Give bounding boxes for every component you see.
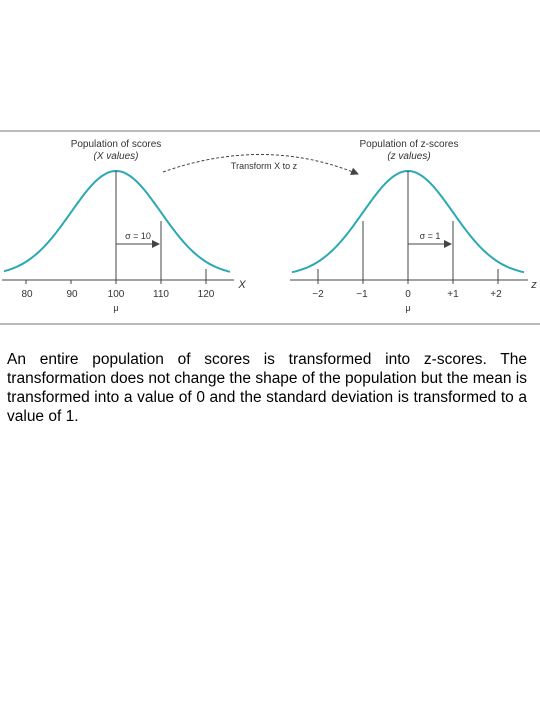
- left-tick-label-110: 110: [153, 289, 169, 300]
- left-title-line1: Population of scores: [71, 139, 162, 150]
- z-score-figure: Population of scores (X values) σ = 10 8…: [0, 0, 540, 340]
- left-tick-marks: [25, 280, 207, 284]
- transform-arrow: Transform X to z: [162, 154, 359, 176]
- right-sigma-label: σ = 1: [420, 231, 441, 241]
- left-axis-variable: X: [237, 279, 246, 291]
- right-title-line2: (z values): [387, 151, 430, 162]
- left-tick-label-100: 100: [108, 289, 125, 300]
- left-tick-label-80: 80: [21, 289, 33, 300]
- figure-canvas: Population of scores (X values) σ = 10 8…: [0, 130, 540, 325]
- right-tick-label-minus1: −1: [356, 289, 368, 300]
- right-tick-label-minus2: −2: [312, 289, 324, 300]
- right-tick-label-0: 0: [405, 289, 411, 300]
- left-tick-label-120: 120: [198, 289, 215, 300]
- left-title-line2: (X values): [93, 151, 138, 162]
- transform-arrow-line: [162, 154, 359, 176]
- left-tick-label-90: 90: [66, 289, 78, 300]
- left-sigma-label: σ = 10: [125, 231, 151, 241]
- right-distribution: Population of z-scores (z values) σ = 1 …: [290, 139, 537, 313]
- right-mean-symbol: μ: [405, 303, 410, 313]
- right-tick-label-plus2: +2: [490, 289, 502, 300]
- left-normal-curve: [3, 169, 231, 273]
- left-distribution: Population of scores (X values) σ = 10 8…: [2, 139, 246, 313]
- right-title-line1: Population of z-scores: [360, 139, 459, 150]
- left-mean-symbol: μ: [113, 303, 118, 313]
- right-tick-marks: [317, 280, 499, 284]
- right-tick-label-plus1: +1: [447, 289, 459, 300]
- transform-label: Transform X to z: [231, 161, 298, 171]
- right-axis-variable: z: [530, 279, 537, 291]
- figure-caption: An entire population of scores is transf…: [7, 351, 527, 425]
